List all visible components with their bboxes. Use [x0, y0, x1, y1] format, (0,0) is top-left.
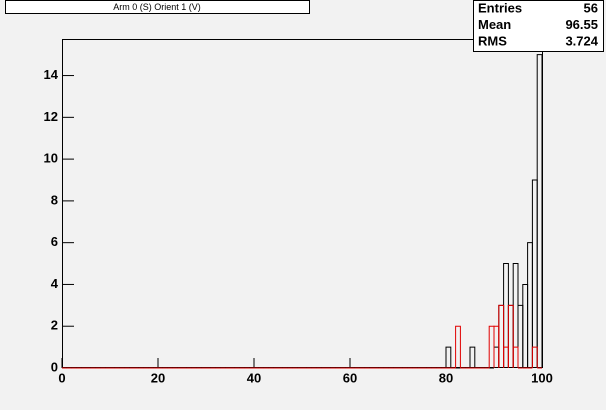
- chart-title: Arm 0 (S) Orient 1 (V): [113, 2, 201, 12]
- x-tick-label: 20: [151, 370, 165, 385]
- y-tick-label: 2: [51, 318, 58, 333]
- histogram-bin: [531, 346, 538, 368]
- y-tick-label: 10: [44, 151, 58, 166]
- stats-label: Mean: [478, 17, 511, 32]
- x-tick-label: 0: [58, 370, 65, 385]
- histogram-bin: [455, 325, 461, 368]
- stats-value: 3.724: [565, 33, 598, 48]
- stats-box: [473, 0, 604, 52]
- histogram-bin: [498, 304, 505, 368]
- y-tick-label: 0: [51, 359, 58, 374]
- stats-label: Entries: [478, 0, 522, 15]
- x-tick-label: 60: [343, 370, 357, 385]
- histogram-bin: [469, 346, 476, 368]
- x-tick-label: 40: [247, 370, 261, 385]
- histogram-bin: [512, 346, 519, 368]
- histogram-bin: [507, 304, 514, 368]
- y-tick-label: 8: [51, 192, 58, 207]
- stats-value: 96.55: [565, 17, 598, 32]
- y-tick-label: 4: [51, 276, 59, 291]
- histogram-bin: [445, 346, 452, 368]
- y-tick-label: 6: [51, 234, 58, 249]
- stats-label: RMS: [478, 33, 507, 48]
- title-box: [5, 0, 310, 14]
- y-tick-label: 12: [44, 109, 58, 124]
- x-tick-label: 100: [531, 370, 553, 385]
- y-tick-label: 14: [44, 67, 59, 82]
- stats-value: 56: [584, 0, 598, 15]
- x-tick-label: 80: [439, 370, 453, 385]
- histogram-bin: [536, 54, 543, 368]
